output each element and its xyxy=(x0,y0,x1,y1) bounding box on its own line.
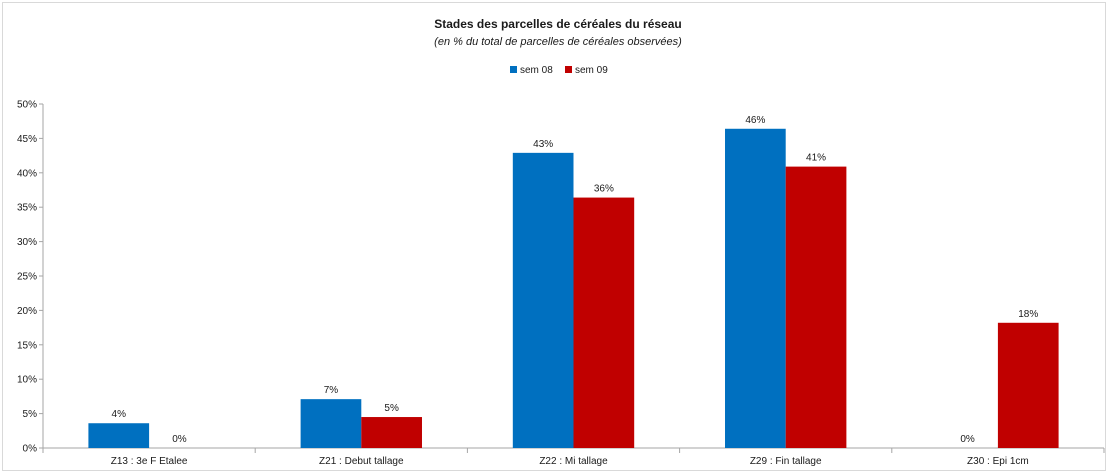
data-label-sem-09-z30-epi-1cm: 18% xyxy=(1018,309,1038,320)
y-tick-label: 45% xyxy=(17,134,37,145)
y-tick-label: 35% xyxy=(17,203,37,214)
y-tick-label: 50% xyxy=(17,100,37,111)
legend: sem 08 sem 09 xyxy=(510,65,608,76)
y-tick-label: 30% xyxy=(17,237,37,248)
bar-sem-08-z22-mi-tallage xyxy=(512,152,574,448)
chart-subtitle: (en % du total de parcelles de céréales … xyxy=(434,36,682,48)
category-label-z30-epi-1cm: Z30 : Epi 1cm xyxy=(967,456,1029,467)
y-axis: 0% 5% 10% 15% 20% 25% 30% 35% 40% 45% 50% xyxy=(17,100,44,455)
y-tick-label: 15% xyxy=(17,340,37,351)
category-label-z21-debut-tallage: Z21 : Debut tallage xyxy=(319,456,404,467)
bars xyxy=(88,128,1059,448)
data-label-sem-08-z13-3e-f-etalee: 4% xyxy=(112,409,127,420)
data-label-sem-08-z29-fin-tallage: 46% xyxy=(745,115,765,126)
chart: Stades des parcelles de céréales du rése… xyxy=(17,17,1105,467)
legend-label-sem-08: sem 08 xyxy=(520,65,553,76)
bar-sem-09-z29-fin-tallage xyxy=(785,166,847,448)
legend-swatch-sem-09 xyxy=(565,66,572,73)
bar-sem-09-z22-mi-tallage xyxy=(573,197,635,448)
data-label-sem-08-z21-debut-tallage: 7% xyxy=(324,385,339,396)
y-tick-label: 20% xyxy=(17,306,37,317)
data-label-sem-09-z13-3e-f-etalee: 0% xyxy=(172,434,187,445)
category-label-z29-fin-tallage: Z29 : Fin tallage xyxy=(750,456,822,467)
y-tick-label: 25% xyxy=(17,272,37,283)
category-label-z22-mi-tallage: Z22 : Mi tallage xyxy=(539,456,608,467)
bar-sem-08-z29-fin-tallage xyxy=(725,128,786,448)
bar-sem-08-z13-3e-f-etalee xyxy=(88,423,150,448)
y-tick-label: 5% xyxy=(23,409,38,420)
legend-label-sem-09: sem 09 xyxy=(575,65,608,76)
bar-sem-08-z21-debut-tallage xyxy=(300,399,362,448)
data-label-sem-09-z22-mi-tallage: 36% xyxy=(594,184,614,195)
data-label-sem-08-z22-mi-tallage: 43% xyxy=(533,139,553,150)
data-label-sem-09-z21-debut-tallage: 5% xyxy=(384,403,399,414)
bar-sem-09-z21-debut-tallage xyxy=(361,417,422,448)
y-tick-label: 10% xyxy=(17,375,37,386)
bar-sem-09-z30-epi-1cm xyxy=(997,322,1059,448)
data-labels: 4% 0% 7% 5% 43% 36% 46% 41% 0% 18% xyxy=(112,115,1039,445)
legend-swatch-sem-08 xyxy=(510,66,517,73)
x-axis: Z13 : 3e F Etalee Z21 : Debut tallage Z22 … xyxy=(42,447,1105,467)
category-label-z13-3e-f-etalee: Z13 : 3e F Etalee xyxy=(111,456,188,467)
data-label-sem-08-z30-epi-1cm: 0% xyxy=(960,434,975,445)
data-label-sem-09-z29-fin-tallage: 41% xyxy=(806,153,826,164)
chart-title: Stades des parcelles de céréales du rése… xyxy=(434,17,681,31)
y-tick-label: 40% xyxy=(17,168,37,179)
y-tick-label: 0% xyxy=(23,444,38,455)
